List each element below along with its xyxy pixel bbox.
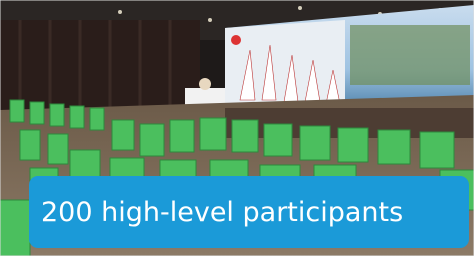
caption: 200 high-level participants bbox=[41, 197, 403, 228]
caption-box: 200 high-level participants bbox=[29, 176, 469, 248]
page: 200 high-level participants (() => { con… bbox=[0, 0, 474, 256]
